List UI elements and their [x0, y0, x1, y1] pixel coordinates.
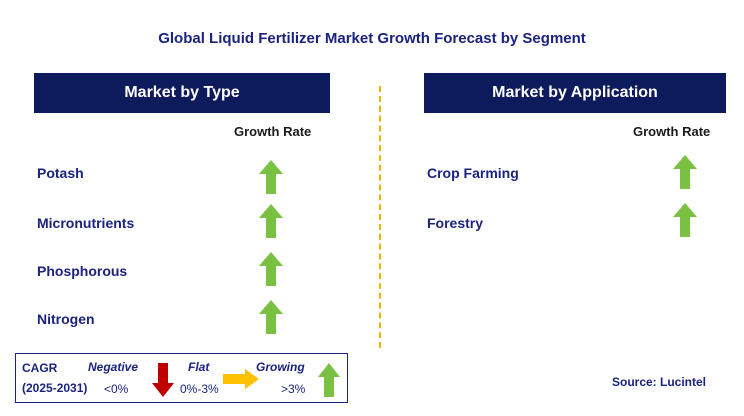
- yellow-right-arrow-icon: [223, 369, 259, 389]
- cagr-legend: CAGR (2025-2031) Negative <0% Flat 0%-3%…: [15, 353, 348, 403]
- green-up-arrow-icon: [259, 204, 283, 238]
- legend-negative-label: Negative: [88, 360, 139, 374]
- green-up-arrow-icon: [259, 252, 283, 286]
- type-row-label-potash: Potash: [37, 165, 84, 181]
- type-row-label-nitrogen: Nitrogen: [37, 311, 95, 327]
- panel-divider: [379, 86, 381, 348]
- market-by-application-header: Market by Application: [424, 73, 726, 113]
- legend-flat-range: 0%-3%: [180, 382, 219, 396]
- type-row-label-micronutrients: Micronutrients: [37, 215, 135, 231]
- application-growth-rate-header: Growth Rate: [633, 124, 711, 139]
- legend-flat-label: Flat: [188, 360, 210, 374]
- green-up-arrow-icon: [259, 160, 283, 194]
- legend-negative-range: <0%: [104, 382, 129, 396]
- source-note: Source: Lucintel: [612, 375, 707, 389]
- legend-growing-range: >3%: [281, 382, 306, 396]
- legend-cagr-label: CAGR: [22, 361, 58, 375]
- green-up-arrow-icon: [259, 300, 283, 334]
- type-row-label-phosphorous: Phosphorous: [37, 263, 128, 279]
- legend-growing-label: Growing: [256, 360, 305, 374]
- market-by-type-header: Market by Type: [34, 73, 330, 113]
- green-up-arrow-icon: [673, 203, 697, 237]
- application-row-label-crop-farming: Crop Farming: [427, 165, 519, 181]
- type-growth-rate-header: Growth Rate: [234, 124, 312, 139]
- green-up-arrow-icon: [673, 155, 697, 189]
- chart-title: Global Liquid Fertilizer Market Growth F…: [158, 30, 586, 47]
- application-row-label-forestry: Forestry: [427, 215, 484, 231]
- green-up-arrow-icon: [318, 363, 340, 397]
- legend-period: (2025-2031): [22, 381, 88, 395]
- red-down-arrow-icon: [152, 363, 174, 397]
